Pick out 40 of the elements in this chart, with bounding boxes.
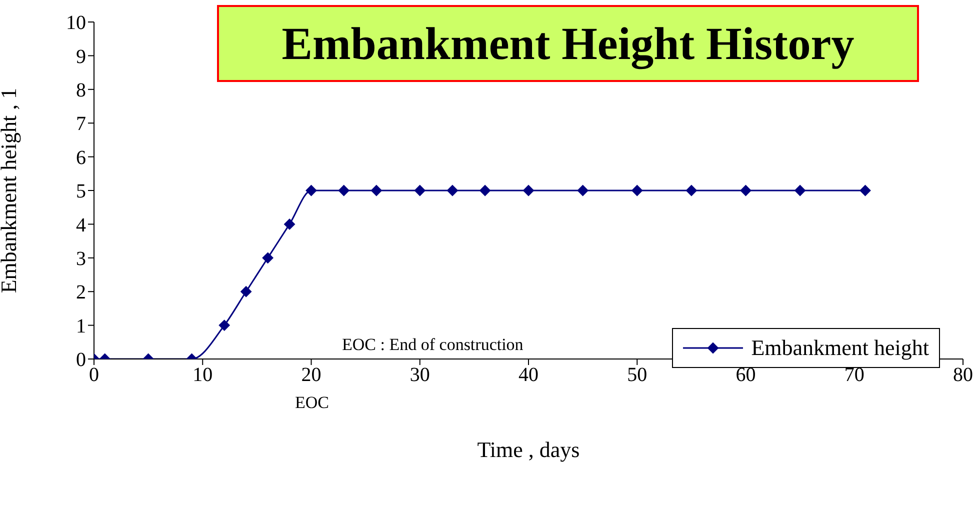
y-tick-label: 6 [76,146,86,169]
point [632,185,643,196]
x-tick-label: 70 [844,364,864,386]
annotation: EOC : End of construction [342,335,524,355]
legend-label: Embankment height [751,335,929,361]
point [686,185,697,196]
point [740,185,752,196]
point [414,185,426,196]
y-tick-label: 4 [76,214,86,236]
x-tick-label: 50 [627,364,648,386]
point [794,185,806,196]
x-axis-title: Time , days [477,437,580,462]
point [262,252,274,264]
chart-title: Embankment Height History [217,5,919,82]
x-tick-label: 10 [192,364,213,386]
point [480,185,491,196]
point [523,185,534,196]
x-tick-label: 30 [410,364,430,386]
y-tick-label: 1 [76,315,86,338]
point [446,185,458,196]
point [577,185,588,196]
point [370,185,382,196]
y-tick-label: 7 [76,113,86,136]
y-tick-label: 10 [66,12,86,34]
y-tick-label: 3 [76,248,86,270]
x-tick-label: 60 [736,364,756,386]
x-tick-label: 20 [301,364,322,386]
text: EOC [295,393,329,413]
point [860,185,871,196]
y-axis-title: Embankment height , 1 [0,88,21,294]
y-tick-label: 9 [76,46,86,68]
point [338,185,350,196]
y-tick-label: 8 [76,80,86,102]
y-tick-label: 2 [76,282,86,304]
y-tick-label: 5 [76,180,86,203]
point [306,185,317,196]
x-tick-label: 40 [518,364,538,386]
x-tick-label: 80 [953,364,973,386]
y-tick-label: 0 [76,349,86,372]
point [284,218,296,230]
